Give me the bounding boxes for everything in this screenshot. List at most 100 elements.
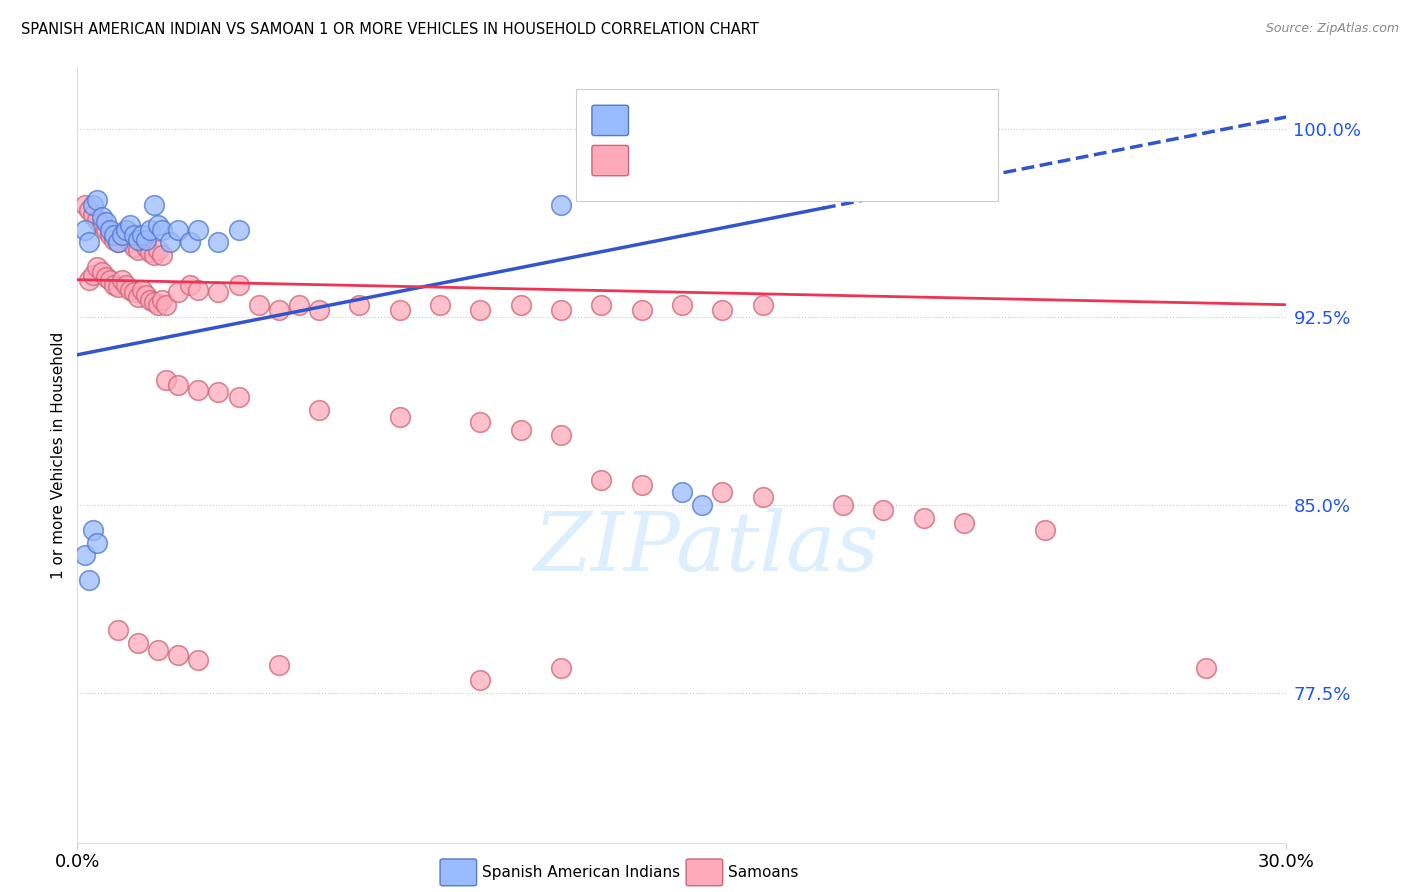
Point bbox=[90, 210, 112, 224]
Point bbox=[142, 247, 165, 261]
Point bbox=[146, 643, 169, 657]
Point bbox=[118, 218, 141, 232]
Text: N = 88: N = 88 bbox=[773, 152, 841, 169]
Point bbox=[79, 273, 101, 287]
Point bbox=[159, 235, 181, 249]
Point bbox=[630, 302, 652, 317]
Point bbox=[94, 270, 117, 285]
Point bbox=[79, 202, 101, 217]
Point bbox=[94, 222, 117, 236]
Text: R =: R = bbox=[634, 152, 671, 169]
Point bbox=[228, 390, 250, 404]
Text: Source: ZipAtlas.com: Source: ZipAtlas.com bbox=[1265, 22, 1399, 36]
Point bbox=[139, 245, 162, 260]
Point bbox=[690, 498, 713, 512]
Point bbox=[135, 240, 157, 254]
Point bbox=[591, 298, 613, 312]
Point bbox=[114, 277, 136, 292]
Point bbox=[509, 298, 531, 312]
Point bbox=[167, 648, 190, 663]
Point bbox=[832, 498, 855, 512]
Point bbox=[167, 285, 190, 300]
Point bbox=[111, 227, 134, 242]
Point bbox=[187, 653, 209, 667]
Point bbox=[146, 218, 169, 232]
Point bbox=[228, 222, 250, 236]
Text: N = 34: N = 34 bbox=[773, 112, 841, 129]
Point bbox=[150, 222, 173, 236]
Point bbox=[671, 298, 693, 312]
Point bbox=[187, 283, 209, 297]
Point bbox=[509, 423, 531, 437]
Point bbox=[75, 548, 97, 562]
Point bbox=[429, 298, 451, 312]
Point bbox=[94, 215, 117, 229]
Point bbox=[127, 233, 149, 247]
Point bbox=[90, 265, 112, 279]
Point bbox=[114, 222, 136, 236]
Point bbox=[135, 233, 157, 247]
Point bbox=[155, 373, 177, 387]
Point bbox=[207, 285, 229, 300]
Text: SPANISH AMERICAN INDIAN VS SAMOAN 1 OR MORE VEHICLES IN HOUSEHOLD CORRELATION CH: SPANISH AMERICAN INDIAN VS SAMOAN 1 OR M… bbox=[21, 22, 759, 37]
Point bbox=[1195, 661, 1218, 675]
Point bbox=[79, 573, 101, 587]
Point bbox=[142, 295, 165, 310]
Point bbox=[953, 516, 976, 530]
Point bbox=[150, 293, 173, 307]
Point bbox=[107, 280, 129, 294]
Point bbox=[111, 227, 134, 242]
Point bbox=[90, 218, 112, 232]
Point bbox=[114, 222, 136, 236]
Point bbox=[179, 277, 201, 292]
Point bbox=[1033, 523, 1056, 537]
Point bbox=[118, 283, 141, 297]
Point bbox=[751, 298, 773, 312]
Point bbox=[118, 235, 141, 249]
Point bbox=[122, 285, 145, 300]
Point bbox=[82, 523, 104, 537]
Point bbox=[111, 273, 134, 287]
Point bbox=[751, 491, 773, 505]
Point bbox=[107, 235, 129, 249]
Text: -0.027: -0.027 bbox=[675, 152, 740, 169]
Point bbox=[711, 485, 734, 500]
Point bbox=[75, 222, 97, 236]
Point bbox=[150, 247, 173, 261]
Point bbox=[98, 227, 121, 242]
Point bbox=[86, 260, 108, 275]
Point bbox=[470, 673, 492, 688]
Point bbox=[122, 227, 145, 242]
Point bbox=[308, 302, 330, 317]
Point bbox=[470, 416, 492, 430]
Point bbox=[86, 535, 108, 549]
Point bbox=[146, 298, 169, 312]
Point bbox=[103, 277, 125, 292]
Text: Samoans: Samoans bbox=[728, 865, 799, 880]
Point bbox=[167, 222, 190, 236]
Point bbox=[103, 233, 125, 247]
Point bbox=[228, 277, 250, 292]
Point bbox=[131, 227, 153, 242]
Point bbox=[82, 268, 104, 282]
Point bbox=[155, 298, 177, 312]
Point bbox=[630, 478, 652, 492]
Point bbox=[388, 302, 411, 317]
Point bbox=[127, 635, 149, 649]
Point bbox=[247, 298, 270, 312]
Point bbox=[591, 473, 613, 487]
Point bbox=[75, 197, 97, 211]
Point bbox=[550, 428, 572, 442]
Point bbox=[550, 302, 572, 317]
Point bbox=[86, 212, 108, 227]
Point bbox=[131, 283, 153, 297]
Point bbox=[187, 383, 209, 397]
Point bbox=[811, 147, 834, 161]
Point bbox=[86, 193, 108, 207]
Point bbox=[139, 293, 162, 307]
Point bbox=[872, 503, 894, 517]
Point bbox=[98, 273, 121, 287]
Point bbox=[179, 235, 201, 249]
Point bbox=[131, 235, 153, 249]
Point bbox=[470, 302, 492, 317]
